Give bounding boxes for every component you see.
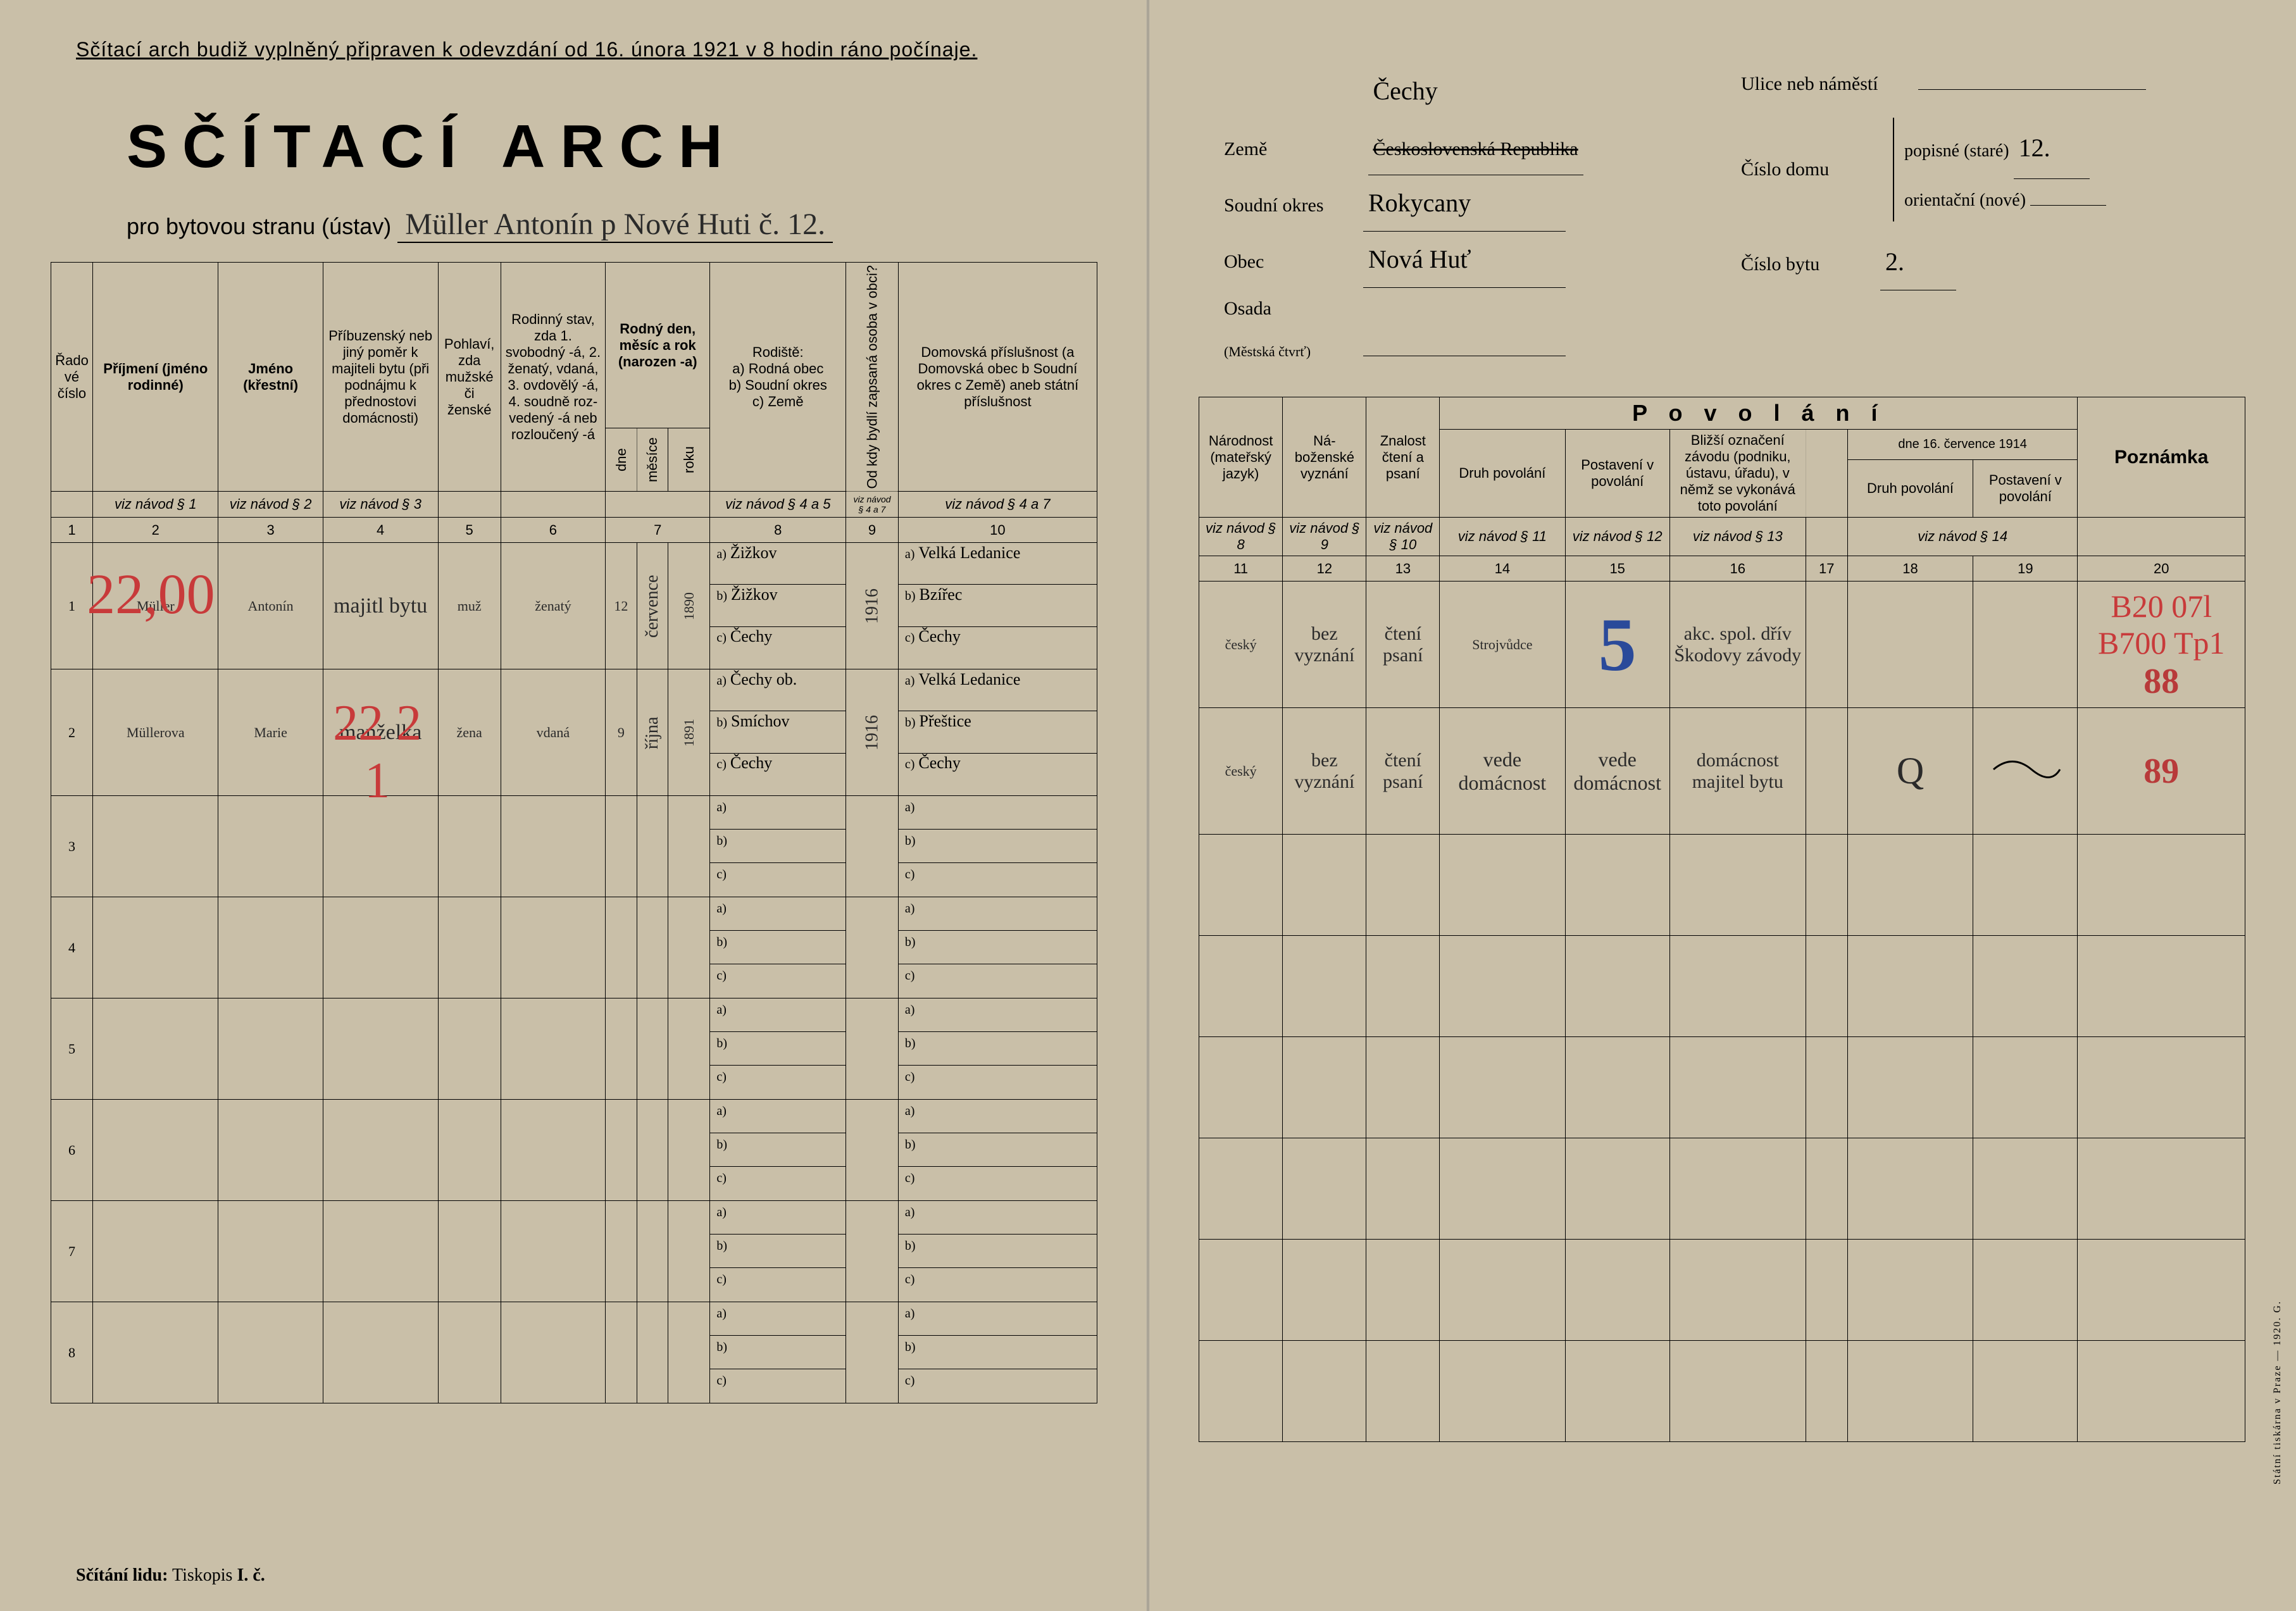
col-1-hdr: Řadové číslo <box>51 263 93 492</box>
col-8-hdr: Rodiště: a) Rodná obec b) Soud­ní okres … <box>710 263 846 492</box>
col-7a-hdr: dne <box>606 428 637 492</box>
col-2-hdr: Příjmení (jméno rodinné) <box>93 263 218 492</box>
surname-cell: Müllerova <box>93 669 218 796</box>
red-annotation: 22 2 1 <box>317 695 438 810</box>
table-row: 7a)b)c)a)b)c) <box>51 1201 1097 1302</box>
census-table-left: Řadové číslo Příjmení (jméno rodinné) Jm… <box>51 262 1097 1403</box>
firstname-cell: Antonín <box>218 543 323 669</box>
col-11-hdr: Národnost (mateřský jazyk) <box>1199 397 1283 518</box>
table-row: 5a)b)c)a)b)c) <box>51 998 1097 1100</box>
col-16-hdr: Bližší označení závodu (pod­niku, ústavu… <box>1669 430 1806 518</box>
col-12-hdr: Ná­boženské vyznání <box>1283 397 1366 518</box>
top-instruction: Sčítací arch budiž vyplněný připraven k … <box>76 38 1097 61</box>
table-row: 1 Müller 22,00 Antonín majitl bytu muž ž… <box>51 543 1097 669</box>
table-row: 6a)b)c)a)b)c) <box>51 1100 1097 1201</box>
col-13-hdr: Znalost čtení a psaní <box>1366 397 1440 518</box>
col-7c-hdr: roku <box>668 428 710 492</box>
col-9-hdr: Od kdy bydlí zapsaná osoba v obci? <box>846 263 899 492</box>
subtitle-handwritten: Müller Antonín p Nové Huti č. 12. <box>397 207 833 243</box>
census-table-right: Národnost (mateřský jazyk) Ná­boženské v… <box>1199 397 2245 1442</box>
flourish-icon <box>1987 750 2063 788</box>
right-header: Země Čechy Československá Republika Soud… <box>1199 38 2245 384</box>
col-18-hdr: Druh povolání <box>1847 459 1973 517</box>
table-head-left: Řadové číslo Příjmení (jméno rodinné) Jm… <box>51 263 1097 543</box>
printer-mark: Státní tiskárna v Praze — 1920. G. <box>2272 1300 2283 1484</box>
table-row: 2 Müllerova Marie manželka 22 2 1 žena v… <box>51 669 1097 796</box>
table-row <box>1199 1037 2245 1138</box>
col-19-hdr: Postavení v povolání <box>1973 459 2078 517</box>
document-title: SČÍTACÍ ARCH <box>127 112 1097 182</box>
red-annotation: Q <box>1847 708 1973 835</box>
col-6-hdr: Rodinný stav, zda 1. svobodný -á, 2. žen… <box>501 263 605 492</box>
table-row: 4a)b)c)a)b)c) <box>51 897 1097 998</box>
red-annotation: 22,00 <box>87 562 215 627</box>
table-row: 3a)b)c)a)b)c) <box>51 796 1097 897</box>
table-row <box>1199 1341 2245 1442</box>
col-7b-hdr: měsíce <box>637 428 668 492</box>
red-annotation: B20 07l B700 Tp1 <box>2098 588 2225 661</box>
footer-left: Sčítání lidu: Tiskopis I. č. <box>76 1565 265 1586</box>
right-page: Země Čechy Československá Republika Soud… <box>1148 0 2296 1611</box>
col-7-hdr: Rodný den, měsíc a rok (narozen -a) <box>606 263 710 428</box>
col-15-hdr: Postavení v povolání <box>1565 430 1669 518</box>
table-row: český bez vyznání čtení psaní vede domác… <box>1199 708 2245 835</box>
firstname-cell: Marie <box>218 669 323 796</box>
margin-number: 89 <box>2143 752 2179 791</box>
table-row <box>1199 1138 2245 1240</box>
table-row <box>1199 936 2245 1037</box>
table-row: český bez vyznání čtení psaní Strojvůdce… <box>1199 582 2245 708</box>
surname-cell: Müller <box>137 598 175 614</box>
col-4-hdr: Příbuzenský neb jiný poměr k majiteli by… <box>323 263 438 492</box>
left-page: Sčítací arch budiž vyplněný připraven k … <box>0 0 1148 1611</box>
blue-annotation: 5 <box>1599 602 1637 687</box>
col-20-hdr: Poznámka <box>2078 397 2245 518</box>
col-10-hdr: Domovská příslušnost (a Domovská obec b … <box>898 263 1097 492</box>
subtitle-row: pro bytovou stranu (ústav) Müller Antoní… <box>127 207 1097 243</box>
table-row <box>1199 1240 2245 1341</box>
povolani-hdr: P o v o l á n í <box>1440 397 2078 430</box>
table-row: 8a)b)c)a)b)c) <box>51 1302 1097 1403</box>
col-14-hdr: Druh povolání <box>1440 430 1565 518</box>
subtitle-prefix: pro bytovou stranu (ústav) <box>127 213 391 239</box>
margin-number: 88 <box>2143 662 2179 701</box>
col-3-hdr: Jméno (křestní) <box>218 263 323 492</box>
table-row <box>1199 835 2245 936</box>
table-head-right: Národnost (mateřský jazyk) Ná­boženské v… <box>1199 397 2245 582</box>
col-5-hdr: Pohlaví, zda mužské či ženské <box>438 263 501 492</box>
